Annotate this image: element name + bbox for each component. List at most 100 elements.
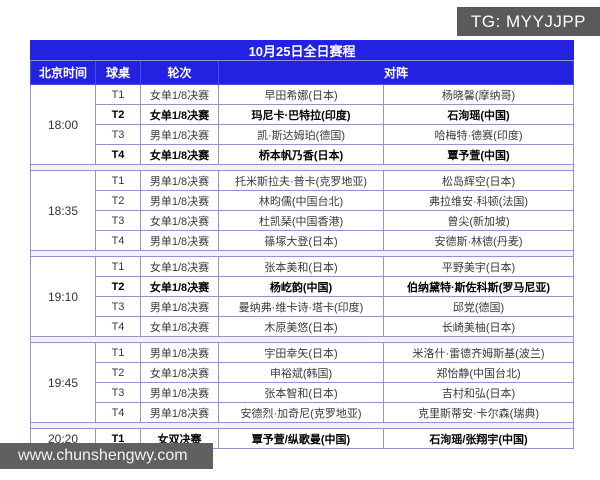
telegram-badge: TG: MYYJJPP — [456, 7, 600, 36]
player-b-cell: 米洛什·雷德齐姆斯基(波兰) — [382, 342, 575, 363]
round-cell: 女单1/8决赛 — [140, 144, 219, 165]
round-cell: 女单1/8决赛 — [140, 84, 219, 105]
player-b-cell: 覃予萱(中国) — [382, 144, 575, 165]
watermark-bar: www.chunshengwy.com — [0, 443, 213, 469]
time-cell: 18:00 — [30, 84, 96, 165]
match-row: T3 男单1/8决赛 曼纳弗·维卡诗·塔卡(印度) 邱党(德国) — [31, 296, 575, 317]
player-b-cell: 伯纳黛特·斯佐科斯(罗马尼亚) — [382, 276, 575, 297]
round-cell: 男单1/8决赛 — [140, 342, 219, 363]
column-header-time: 北京时间 — [30, 60, 96, 85]
player-b-cell: 吉村和弘(日本) — [382, 382, 575, 403]
match-row: T2 男单1/8决赛 林昀儒(中国台北) 弗拉维安·科顿(法国) — [31, 190, 575, 211]
player-b-cell: 松岛辉空(日本) — [382, 170, 575, 191]
table-number-cell: T1 — [95, 170, 141, 191]
match-row: T3 女单1/8决赛 杜凯琹(中国香港) 曾尖(新加坡) — [31, 210, 575, 231]
time-cell: 19:10 — [30, 256, 96, 337]
player-a-cell: 早田希娜(日本) — [218, 84, 384, 105]
schedule-body: 18:00 T1 女单1/8决赛 早田希娜(日本) 杨晓馨(摩纳哥) T2 女单1/8决赛玛… — [29, 84, 575, 449]
match-row: T4 女单1/8决赛 木原美悠(日本) 长崎美柚(日本) — [31, 316, 575, 337]
round-cell: 男单1/8决赛 — [140, 190, 219, 211]
player-b-cell: 曾尖(新加坡) — [382, 210, 575, 231]
table-title: 10月25日全日赛程 — [29, 40, 575, 61]
table-number-cell: T1 — [95, 256, 141, 277]
table-number-cell: T2 — [95, 190, 141, 211]
player-b-cell: 石洵瑶/张翔宇(中国) — [382, 428, 575, 449]
round-cell: 男单1/8决赛 — [140, 402, 219, 423]
time-cell: 18:35 — [30, 170, 96, 251]
table-number-cell: T3 — [95, 124, 141, 145]
match-row: T2 女单1/8决赛 申裕斌(韩国) 郑怡静(中国台北) — [31, 362, 575, 383]
table-number-cell: T3 — [95, 210, 141, 231]
player-a-cell: 凯·斯达姆珀(德国) — [218, 124, 384, 145]
time-cell: 19:45 — [30, 342, 96, 423]
match-row: T3 男单1/8决赛 凯·斯达姆珀(德国) 哈梅特·德赛(印度) — [31, 124, 575, 145]
player-a-cell: 张本美和(日本) — [218, 256, 384, 277]
table-number-cell: T1 — [95, 342, 141, 363]
player-a-cell: 玛尼卡·巴特拉(印度) — [218, 104, 384, 125]
player-b-cell: 弗拉维安·科顿(法国) — [382, 190, 575, 211]
player-a-cell: 桥本帆乃香(日本) — [218, 144, 384, 165]
match-row: T4 男单1/8决赛 篠塚大登(日本) 安德斯·林德(丹麦) — [31, 230, 575, 251]
round-cell: 女单1/8决赛 — [140, 210, 219, 231]
match-row: T4 女单1/8决赛 桥本帆乃香(日本) 覃予萱(中国) — [31, 144, 575, 165]
round-cell: 男单1/8决赛 — [140, 382, 219, 403]
player-a-cell: 林昀儒(中国台北) — [218, 190, 384, 211]
table-number-cell: T2 — [95, 104, 141, 125]
round-cell: 男单1/8决赛 — [140, 230, 219, 251]
schedule-table: 10月25日全日赛程 北京时间 球桌 轮次 对阵 18:00 T1 女单1/8决赛早… — [29, 40, 575, 449]
player-b-cell: 长崎美柚(日本) — [382, 316, 575, 337]
round-cell: 男单1/8决赛 — [140, 124, 219, 145]
player-a-cell: 宇田幸矢(日本) — [218, 342, 384, 363]
table-number-cell: T3 — [95, 296, 141, 317]
player-a-cell: 安德烈·加奇尼(克罗地亚) — [218, 402, 384, 423]
round-cell: 女单1/8决赛 — [140, 276, 219, 297]
match-row: T2 女单1/8决赛 杨屹韵(中国) 伯纳黛特·斯佐科斯(罗马尼亚) — [31, 276, 575, 297]
watermark-text: www.chunshengwy.com — [18, 447, 188, 464]
column-header-round: 轮次 — [140, 60, 219, 85]
schedule-table-container: 10月25日全日赛程 北京时间 球桌 轮次 对阵 18:00 T1 女单1/8决赛早… — [29, 40, 575, 449]
match-row: 18:00 T1 女单1/8决赛 早田希娜(日本) 杨晓馨(摩纳哥) — [30, 84, 575, 165]
table-number-cell: T4 — [95, 230, 141, 251]
round-cell: 女单1/8决赛 — [140, 316, 219, 337]
player-b-cell: 石洵瑶(中国) — [382, 104, 575, 125]
player-b-cell: 邱党(德国) — [382, 296, 575, 317]
round-cell: 女单1/8决赛 — [140, 256, 219, 277]
player-a-cell: 张本智和(日本) — [218, 382, 384, 403]
table-header-row: 北京时间 球桌 轮次 对阵 — [30, 60, 575, 85]
match-row: T2 女单1/8决赛 玛尼卡·巴特拉(印度) 石洵瑶(中国) — [31, 104, 575, 125]
table-number-cell: T2 — [95, 276, 141, 297]
player-a-cell: 木原美悠(日本) — [218, 316, 384, 337]
player-b-cell: 克里斯蒂安·卡尔森(瑞典) — [382, 402, 575, 423]
player-a-cell: 托米斯拉夫·普卡(克罗地亚) — [218, 170, 384, 191]
telegram-badge-text: TG: MYYJJPP — [470, 11, 586, 31]
round-cell: 男单1/8决赛 — [140, 296, 219, 317]
player-b-cell: 安德斯·林德(丹麦) — [382, 230, 575, 251]
match-row: T3 男单1/8决赛 张本智和(日本) 吉村和弘(日本) — [31, 382, 575, 403]
table-number-cell: T4 — [95, 144, 141, 165]
player-a-cell: 篠塚大登(日本) — [218, 230, 384, 251]
player-a-cell: 杜凯琹(中国香港) — [218, 210, 384, 231]
match-row: 20:20 T1 女双决赛 覃予萱/纵歌曼(中国) 石洵瑶/张翔宇(中国) — [30, 428, 575, 449]
match-row: 19:45 T1 男单1/8决赛 宇田幸矢(日本) 米洛什·雷德齐姆斯基(波兰) — [30, 342, 575, 423]
round-cell: 女单1/8决赛 — [140, 362, 219, 383]
match-row: 18:35 T1 男单1/8决赛 托米斯拉夫·普卡(克罗地亚) 松岛辉空(日本) — [30, 170, 575, 251]
table-number-cell: T4 — [95, 402, 141, 423]
player-b-cell: 平野美宇(日本) — [382, 256, 575, 277]
player-b-cell: 杨晓馨(摩纳哥) — [382, 84, 575, 105]
table-title-row: 10月25日全日赛程 — [29, 40, 575, 61]
table-number-cell: T3 — [95, 382, 141, 403]
player-b-cell: 哈梅特·德赛(印度) — [382, 124, 575, 145]
player-a-cell: 申裕斌(韩国) — [218, 362, 384, 383]
match-row: T4 男单1/8决赛 安德烈·加奇尼(克罗地亚) 克里斯蒂安·卡尔森(瑞典) — [31, 402, 575, 423]
round-cell: 女单1/8决赛 — [140, 104, 219, 125]
table-number-cell: T2 — [95, 362, 141, 383]
player-a-cell: 曼纳弗·维卡诗·塔卡(印度) — [218, 296, 384, 317]
table-number-cell: T4 — [95, 316, 141, 337]
column-header-table-no: 球桌 — [95, 60, 141, 85]
player-a-cell: 杨屹韵(中国) — [218, 276, 384, 297]
player-b-cell: 郑怡静(中国台北) — [382, 362, 575, 383]
table-number-cell: T1 — [95, 84, 141, 105]
player-a-cell: 覃予萱/纵歌曼(中国) — [218, 428, 384, 449]
match-row: 19:10 T1 女单1/8决赛 张本美和(日本) 平野美宇(日本) — [30, 256, 575, 337]
round-cell: 男单1/8决赛 — [140, 170, 219, 191]
